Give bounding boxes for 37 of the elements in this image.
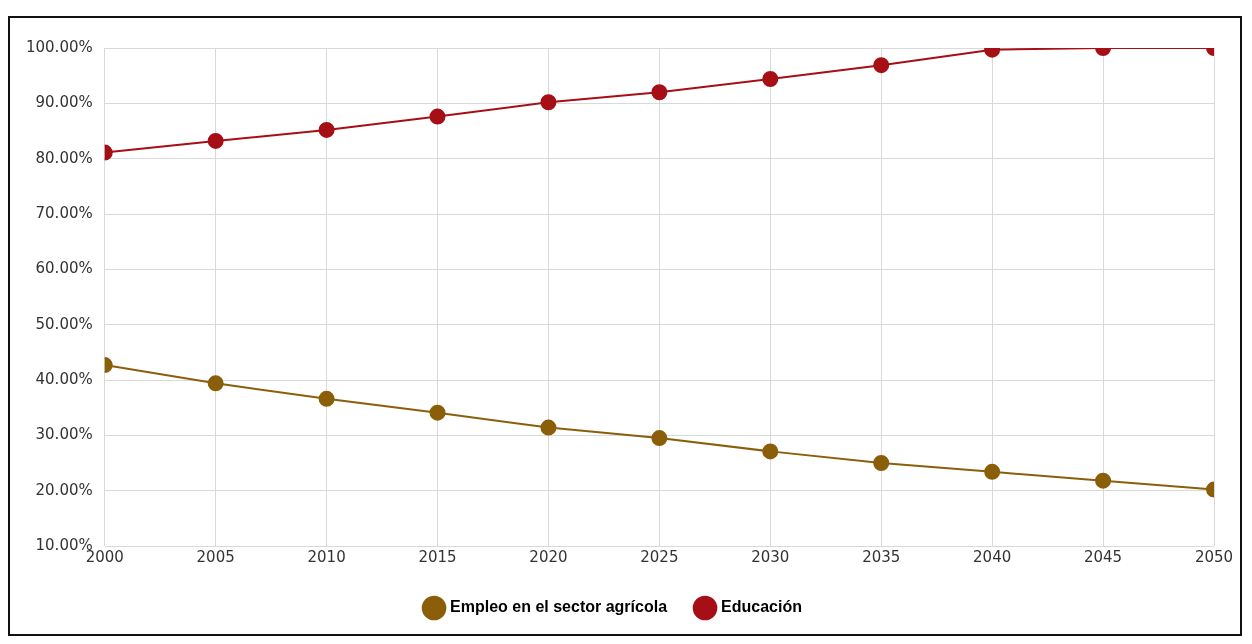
point [540, 419, 557, 436]
point [540, 94, 557, 111]
x-tick-label: 2015 [418, 547, 457, 566]
point [762, 443, 779, 460]
x-tick-label: 2005 [196, 547, 235, 566]
x-tick-label: 2035 [862, 547, 901, 566]
point [318, 390, 335, 407]
x-tick-label: 2010 [307, 547, 346, 566]
x-tick-label: 2045 [1083, 547, 1123, 566]
point [207, 375, 224, 392]
y-tick-label: 30.00% [35, 425, 93, 444]
y-tick-label: 20.00% [35, 480, 93, 499]
point [651, 84, 668, 101]
y-tick-label: 90.00% [35, 93, 93, 112]
y-tick-label: 50.00% [35, 314, 93, 333]
point [1095, 472, 1112, 489]
x-tick-label: 2050 [1194, 547, 1234, 566]
y-tick-label: 80.00% [35, 148, 93, 167]
x-tick-label: 2030 [751, 547, 790, 566]
y-tick-label: 70.00% [35, 203, 93, 222]
point [762, 70, 779, 87]
x-tick-label: 2025 [640, 547, 679, 566]
point [429, 404, 446, 421]
y-tick-label: 40.00% [35, 369, 93, 388]
x-tick-label: 2040 [973, 547, 1012, 566]
y-tick-label: 100.00% [25, 37, 93, 56]
point [651, 430, 668, 447]
point [873, 57, 890, 74]
x-tick-label: 2020 [529, 547, 568, 566]
y-tick-label: 60.00% [35, 259, 93, 278]
point [984, 463, 1001, 480]
point [207, 132, 224, 149]
legend-label: Educación [721, 598, 802, 616]
legend-label: Empleo en el sector agrícola [450, 598, 668, 616]
point [318, 121, 335, 138]
point [873, 455, 890, 471]
point [429, 108, 446, 125]
